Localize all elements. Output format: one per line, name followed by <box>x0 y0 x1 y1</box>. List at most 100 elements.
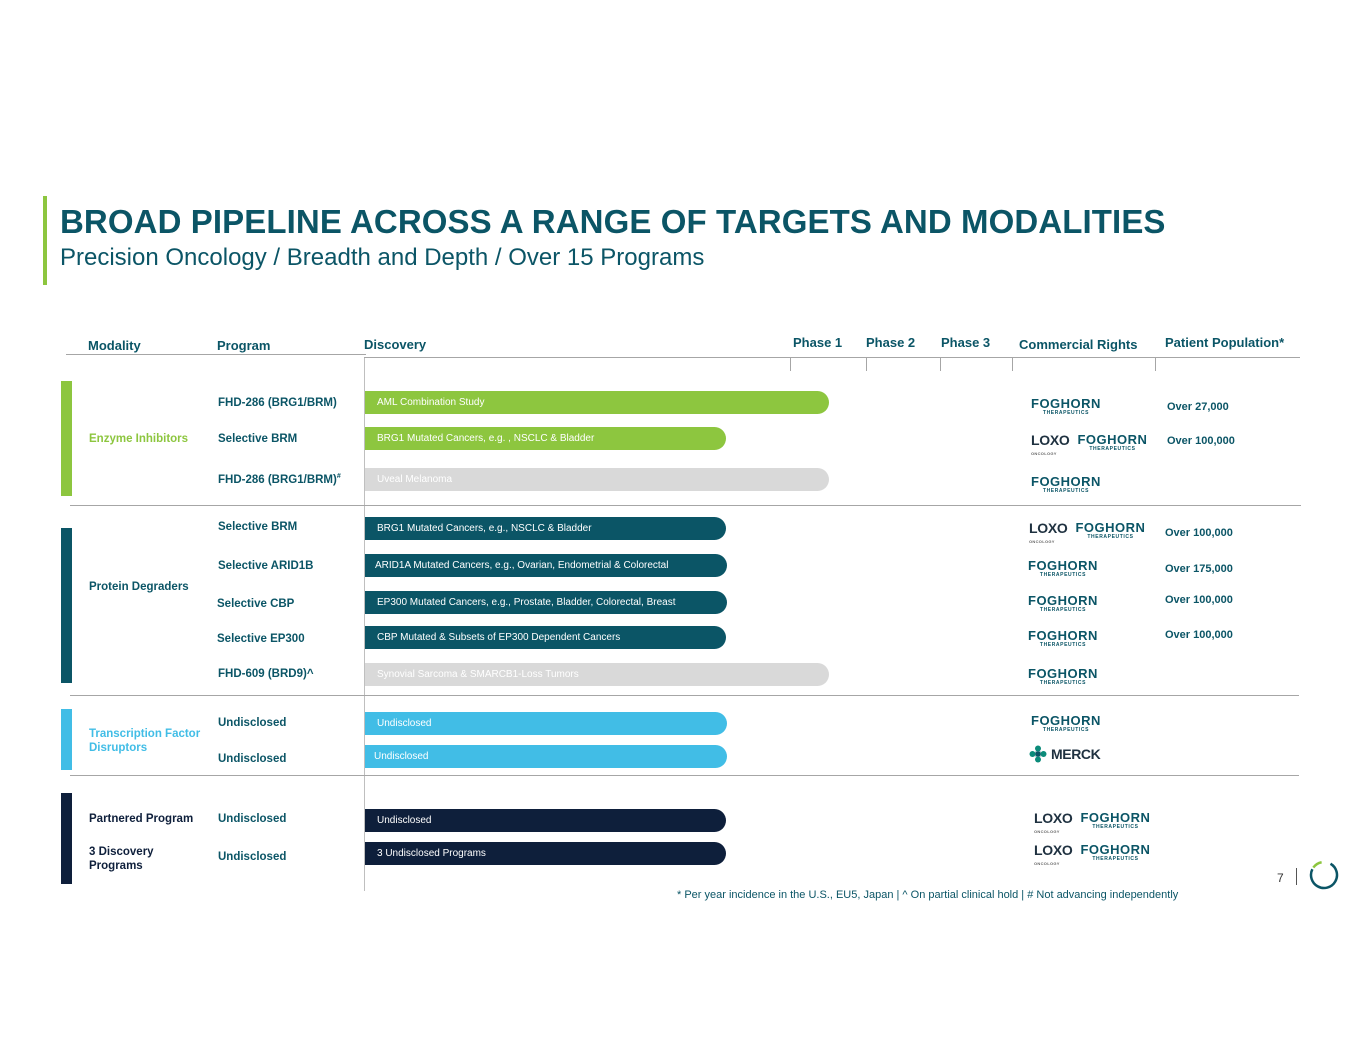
header-divider-left <box>66 354 366 355</box>
program-name: FHD-286 (BRG1/BRM)# <box>218 473 341 486</box>
program-name: Selective CBP <box>217 598 295 610</box>
foghorn-logo: FOGHORN THERAPEUTICS <box>1028 594 1098 614</box>
program-name: Undisclosed <box>218 813 287 825</box>
foghorn-wordmark: FOGHORN <box>1080 842 1151 857</box>
pipeline-bar: Undisclosed <box>365 712 727 735</box>
phase-3-tick <box>940 357 941 371</box>
program-name: Undisclosed <box>218 851 287 863</box>
discovery-axis-line <box>364 358 365 891</box>
pipeline-bar: Undisclosed <box>365 809 726 832</box>
foghorn-logo: FOGHORN THERAPEUTICS <box>1031 475 1101 495</box>
header-program: Program <box>217 338 271 353</box>
header-phase-1: Phase 1 <box>793 335 843 350</box>
program-name: Selective EP300 <box>217 633 305 645</box>
foghorn-subtext: THERAPEUTICS <box>1042 727 1090 733</box>
loxo-foghorn-logo: LOXO ONCOLOGY FOGHORN THERAPEUTICS <box>1034 811 1150 834</box>
program-name: FHD-609 (BRD9)^ <box>218 668 314 680</box>
pipeline-bar: Uveal Melanoma <box>365 468 829 491</box>
header-modality: Modality <box>88 338 141 353</box>
pipeline-bar: Synovial Sarcoma & SMARCB1-Loss Tumors <box>365 663 829 686</box>
header-divider-right <box>364 357 1300 358</box>
loxo-wordmark: LOXO <box>1034 810 1073 826</box>
loxo-subtext: ONCOLOGY <box>1031 451 1057 456</box>
pipeline-bar: Undisclosed <box>365 745 727 768</box>
modality-bar-enzyme-inhibitors <box>61 381 72 496</box>
loxo-foghorn-logo: LOXO ONCOLOGY FOGHORN THERAPEUTICS <box>1034 843 1150 866</box>
loxo-foghorn-logo: LOXO ONCOLOGY FOGHORN THERAPEUTICS <box>1031 433 1147 456</box>
phase-1-tick <box>790 357 791 371</box>
foghorn-wordmark: FOGHORN <box>1077 432 1148 447</box>
patient-population: Over 100,000 <box>1165 594 1233 606</box>
section-divider-1 <box>70 505 1301 506</box>
modality-bar-protein-degraders <box>61 528 72 683</box>
foghorn-wordmark: FOGHORN <box>1031 713 1101 728</box>
foghorn-subtext: THERAPEUTICS <box>1039 607 1087 613</box>
foghorn-subtext: THERAPEUTICS <box>1039 642 1087 648</box>
foghorn-subtext: THERAPEUTICS <box>1042 410 1090 416</box>
section-divider-3 <box>70 775 1299 776</box>
modality-label-protein-degraders: Protein Degraders <box>89 581 189 593</box>
loxo-subtext: ONCOLOGY <box>1034 861 1060 866</box>
modality-bar-transcription-factor <box>61 709 72 770</box>
foghorn-subtext: THERAPEUTICS <box>1092 824 1139 830</box>
foghorn-logo: FOGHORN THERAPEUTICS <box>1028 667 1098 687</box>
patient-population: Over 100,000 <box>1165 527 1233 539</box>
program-name: Selective BRM <box>218 433 298 445</box>
foghorn-wordmark: FOGHORN <box>1075 520 1146 535</box>
modality-label-transcription-factor: Transcription Factor Disruptors <box>89 728 201 754</box>
foghorn-wordmark: FOGHORN <box>1031 474 1101 489</box>
population-tick <box>1155 357 1156 371</box>
loxo-subtext: ONCOLOGY <box>1029 539 1055 544</box>
foghorn-logo: FOGHORN THERAPEUTICS <box>1028 559 1098 579</box>
foghorn-wordmark: FOGHORN <box>1028 558 1098 573</box>
header-phase-2: Phase 2 <box>866 335 916 350</box>
patient-population: Over 100,000 <box>1167 435 1235 447</box>
foghorn-subtext: THERAPEUTICS <box>1089 446 1136 452</box>
section-divider-2 <box>70 695 1299 696</box>
merck-logo: MERCK <box>1029 745 1101 763</box>
pipeline-bar: CBP Mutated & Subsets of EP300 Dependent… <box>365 626 726 649</box>
program-name: Undisclosed <box>218 717 287 729</box>
patient-population: Over 175,000 <box>1165 563 1233 575</box>
pipeline-bar: 3 Undisclosed Programs <box>365 842 726 865</box>
foghorn-subtext: THERAPEUTICS <box>1087 534 1134 540</box>
header-discovery: Discovery <box>364 337 427 352</box>
program-name: FHD-286 (BRG1/BRM) <box>218 397 337 409</box>
program-name-mark: # <box>336 473 341 480</box>
foghorn-wordmark: FOGHORN <box>1028 666 1098 681</box>
loxo-subtext: ONCOLOGY <box>1034 829 1060 834</box>
loxo-wordmark: LOXO <box>1031 432 1070 448</box>
footnote: * Per year incidence in the U.S., EU5, J… <box>677 889 1179 901</box>
pipeline-bar: EP300 Mutated Cancers, e.g., Prostate, B… <box>365 591 727 614</box>
title-accent-bar <box>43 196 47 285</box>
program-name: Undisclosed <box>218 753 287 765</box>
modality-label-discovery-programs: 3 Discovery Programs <box>89 846 154 872</box>
patient-population: Over 100,000 <box>1165 629 1233 641</box>
header-commercial-rights: Commercial Rights <box>1019 337 1138 352</box>
commercial-rights-tick <box>1012 357 1013 371</box>
foghorn-logo: FOGHORN THERAPEUTICS <box>1031 714 1101 734</box>
page-number-divider <box>1296 868 1297 885</box>
foghorn-wordmark: FOGHORN <box>1028 628 1098 643</box>
foghorn-logo: FOGHORN THERAPEUTICS <box>1028 629 1098 649</box>
page-number: 7 <box>1277 871 1284 885</box>
foghorn-subtext: THERAPEUTICS <box>1039 680 1087 686</box>
foghorn-ring-icon <box>1309 860 1339 890</box>
pipeline-bar: BRG1 Mutated Cancers, e.g., NSCLC & Blad… <box>365 517 726 540</box>
pipeline-bar: BRG1 Mutated Cancers, e.g. , NSCLC & Bla… <box>365 427 726 450</box>
foghorn-wordmark: FOGHORN <box>1080 810 1151 825</box>
phase-2-tick <box>866 357 867 371</box>
program-name-text: FHD-286 (BRG1/BRM) <box>218 473 337 486</box>
patient-population: Over 27,000 <box>1167 401 1229 413</box>
foghorn-subtext: THERAPEUTICS <box>1039 572 1087 578</box>
header-patient-population: Patient Population* <box>1165 335 1285 350</box>
pipeline-bar: ARID1A Mutated Cancers, e.g., Ovarian, E… <box>365 554 727 577</box>
foghorn-wordmark: FOGHORN <box>1031 396 1101 411</box>
merck-icon <box>1029 745 1047 763</box>
merck-wordmark: MERCK <box>1051 746 1101 762</box>
pipeline-bar: AML Combination Study <box>365 391 829 414</box>
program-name: Selective BRM <box>218 521 298 533</box>
foghorn-subtext: THERAPEUTICS <box>1042 488 1090 494</box>
header-phase-3: Phase 3 <box>941 335 991 350</box>
loxo-wordmark: LOXO <box>1034 842 1073 858</box>
